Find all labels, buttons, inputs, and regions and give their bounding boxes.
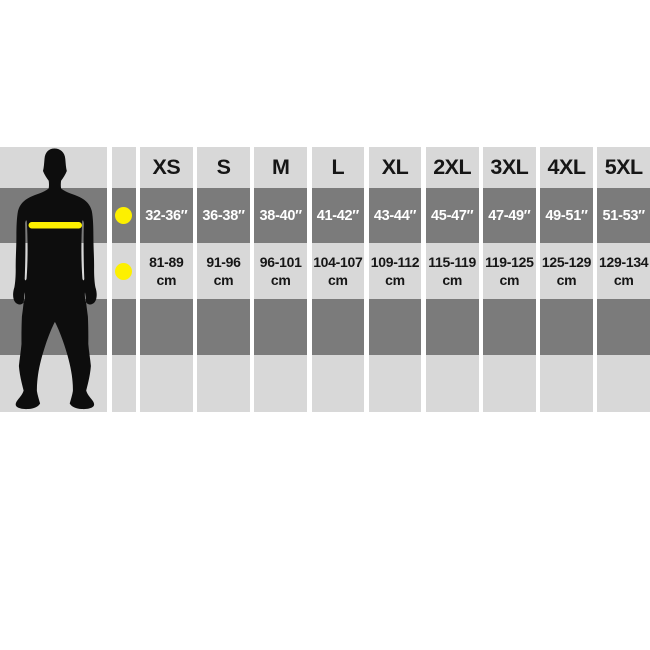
size-header-2xl: 2XL (425, 147, 479, 188)
band-cell (111, 299, 136, 355)
band-cell (311, 299, 365, 355)
cm-range: 119-125 (485, 254, 534, 270)
band-cell (597, 299, 650, 355)
chest-cm-cell: 81-89 cm (140, 243, 193, 299)
chest-inches-cell: 49-51″ (540, 188, 593, 243)
cm-range: 96-101 (259, 254, 302, 270)
cm-range: 125-129 (541, 254, 592, 270)
size-header-3xl: 3XL (483, 147, 536, 188)
size-header-4xl: 4XL (540, 147, 593, 188)
cm-unit: cm (499, 272, 520, 288)
measure-dot-icon (115, 262, 132, 280)
chest-inches-cell: 51-53″ (597, 188, 650, 243)
band-cell (483, 355, 536, 412)
band-cell (311, 355, 365, 412)
chest-cm-cell: 125-129 cm (540, 243, 593, 299)
band-cell (140, 355, 193, 412)
cm-unit: cm (442, 272, 462, 288)
chest-cm-cell: 91-96 cm (197, 243, 250, 299)
dot-column-header (111, 147, 136, 188)
size-header-s: S (197, 147, 250, 188)
cm-unit: cm (385, 272, 405, 288)
band-cell (425, 299, 479, 355)
band-cell (368, 299, 422, 355)
cm-range: 129-134 (599, 254, 649, 270)
size-header-xs: XS (140, 147, 193, 188)
band-cell (111, 355, 136, 412)
measure-dot-cell-cm (111, 243, 136, 299)
band-cell (540, 355, 593, 412)
band-cell (483, 299, 536, 355)
measure-dot-cell-inches (111, 188, 136, 243)
cm-unit: cm (156, 272, 177, 288)
band-cell (197, 355, 250, 412)
chest-inches-cell: 43-44″ (368, 188, 422, 243)
size-header-5xl: 5XL (597, 147, 650, 188)
band-cell (140, 299, 193, 355)
cm-unit: cm (556, 272, 577, 288)
chest-cm-cell: 119-125 cm (483, 243, 536, 299)
band-cell (597, 355, 650, 412)
chest-cm-cell: 129-134 cm (597, 243, 650, 299)
male-silhouette-icon (13, 148, 97, 410)
chest-cm-cell: 115-119 cm (425, 243, 479, 299)
band-cell (425, 355, 479, 412)
cm-unit: cm (270, 272, 291, 288)
cm-range: 81-89 (149, 254, 184, 270)
chest-inches-cell: 41-42″ (311, 188, 365, 243)
cm-unit: cm (328, 272, 348, 288)
cm-unit: cm (213, 272, 234, 288)
chest-inches-cell: 36-38″ (197, 188, 250, 243)
band-cell (197, 299, 250, 355)
cm-unit: cm (613, 272, 634, 288)
chest-inches-cell: 38-40″ (254, 188, 307, 243)
measure-dot-icon (115, 207, 132, 224)
cm-range: 104-107 (313, 254, 363, 270)
chest-cm-cell: 104-107 cm (311, 243, 365, 299)
band-cell (254, 299, 307, 355)
size-chart: XS S M L XL 2XL 3XL 4XL 5XL 32-36″ 36-38… (0, 147, 650, 412)
cm-range: 91-96 (206, 254, 241, 270)
cm-range: 115-119 (428, 254, 477, 270)
band-cell (540, 299, 593, 355)
figure-column (0, 147, 107, 412)
band-cell (368, 355, 422, 412)
cm-range: 109-112 (370, 254, 420, 270)
chest-cm-cell: 96-101 cm (254, 243, 307, 299)
chest-inches-cell: 45-47″ (425, 188, 479, 243)
size-header-l: L (311, 147, 365, 188)
size-header-xl: XL (368, 147, 422, 188)
size-header-m: M (254, 147, 307, 188)
band-cell (254, 355, 307, 412)
chest-inches-cell: 32-36″ (140, 188, 193, 243)
chest-cm-cell: 109-112 cm (368, 243, 422, 299)
chest-highlight-band (28, 222, 82, 229)
chest-inches-cell: 47-49″ (483, 188, 536, 243)
